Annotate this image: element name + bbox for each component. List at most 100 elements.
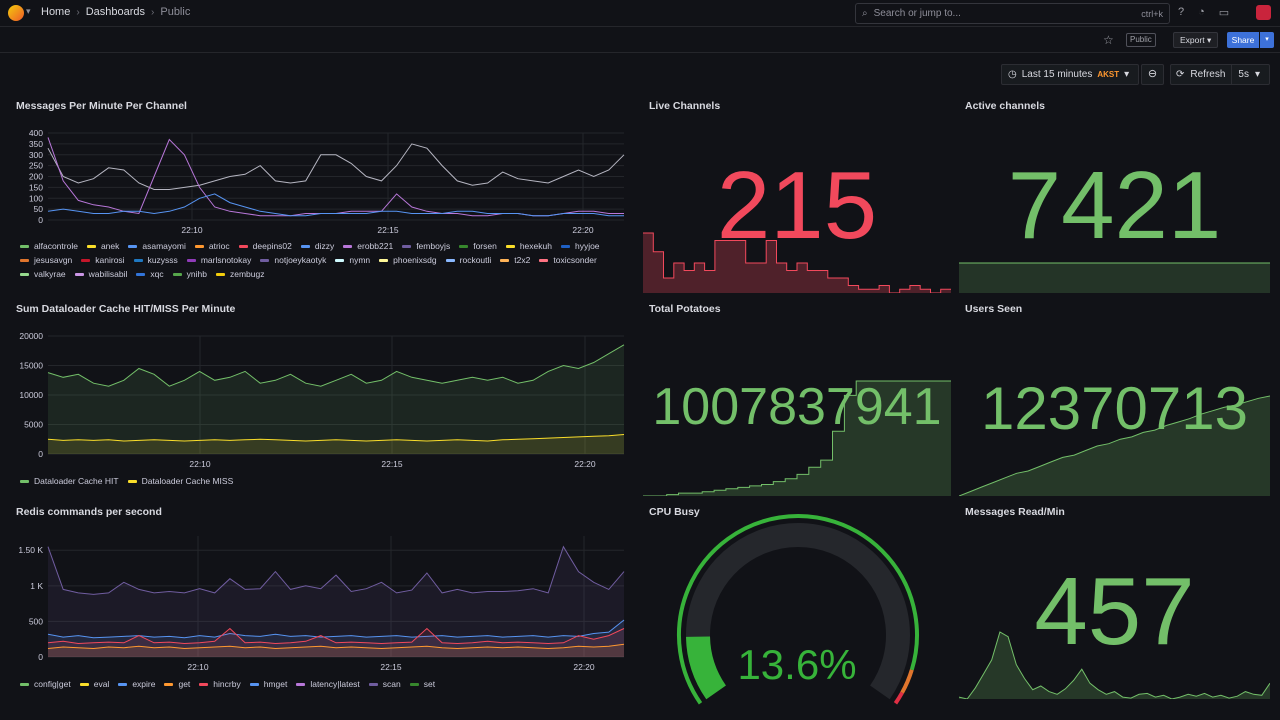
- legend-item[interactable]: expire: [118, 679, 155, 689]
- legend-swatch: [368, 682, 378, 686]
- x-tick-label: 22:15: [381, 459, 403, 469]
- legend-item[interactable]: valkyrae: [20, 269, 66, 279]
- legend-item[interactable]: config|get: [20, 679, 71, 689]
- breadcrumb: Home › Dashboards › Public: [41, 6, 190, 18]
- series-line: [47, 627, 625, 645]
- legend-label: forsen: [473, 241, 497, 251]
- sparkline-area: [959, 396, 1270, 496]
- sparkline-line: [959, 395, 1270, 496]
- legend-item[interactable]: xqc: [136, 269, 164, 279]
- y-tick-label: 200: [29, 172, 43, 182]
- legend-swatch: [81, 258, 91, 262]
- legend-label: expire: [132, 679, 156, 689]
- legend-item[interactable]: asamayomi: [128, 241, 186, 251]
- legend-item[interactable]: Dataloader Cache HIT: [20, 476, 119, 486]
- legend-item[interactable]: anek: [86, 241, 119, 251]
- grafana-logo-icon[interactable]: [8, 5, 24, 21]
- legend-swatch: [136, 272, 146, 276]
- export-button[interactable]: Export ▾: [1173, 32, 1219, 48]
- legend-item[interactable]: ynihb: [172, 269, 207, 279]
- legend-item[interactable]: scan: [368, 679, 401, 689]
- legend-item[interactable]: alfacontrole: [20, 241, 78, 251]
- legend-label: zembugz: [229, 269, 265, 279]
- chevron-down-icon[interactable]: ▾: [26, 6, 31, 16]
- help-icon[interactable]: ?: [1178, 6, 1185, 18]
- avatar[interactable]: [1256, 5, 1271, 20]
- legend-item[interactable]: nymn: [335, 255, 370, 265]
- y-tick-label: 0: [38, 449, 43, 459]
- dataloader-chart: 0 5000 10000 15000 20000 22:10 22:15 22:20: [19, 331, 625, 469]
- search-input[interactable]: ⌕ Search or jump to... ctrl+k: [855, 3, 1170, 24]
- y-tick-label: 15000: [19, 361, 43, 371]
- legend-item[interactable]: forsen: [459, 241, 497, 251]
- public-badge: Public: [1126, 33, 1156, 47]
- legend-item[interactable]: hmget: [249, 679, 287, 689]
- legend-swatch: [402, 244, 412, 248]
- legend-item[interactable]: erobb221: [343, 241, 393, 251]
- legend-item[interactable]: set: [409, 679, 435, 689]
- legend-item[interactable]: toxicsonder: [539, 255, 597, 265]
- y-tick-label: 400: [29, 128, 43, 138]
- legend-item[interactable]: notjoeykaotyk: [260, 255, 326, 265]
- legend-label: get: [178, 679, 191, 689]
- series-line: [47, 643, 625, 650]
- legend-item[interactable]: atrioc: [194, 241, 230, 251]
- legend-item[interactable]: hexekuh: [505, 241, 552, 251]
- legend-item[interactable]: femboyjs: [402, 241, 450, 251]
- legend-swatch: [260, 258, 270, 262]
- x-tick-label: 22:20: [572, 225, 594, 235]
- legend-item[interactable]: marlsnotokay: [186, 255, 251, 265]
- breadcrumb-dashboards[interactable]: Dashboards: [85, 6, 146, 18]
- y-tick-label: 10000: [19, 390, 43, 400]
- legend-item[interactable]: eval: [79, 679, 109, 689]
- panel-title: Live Channels: [649, 100, 721, 112]
- share-options-chevron-icon[interactable]: ▾: [1260, 32, 1274, 48]
- x-tick-label: 22:15: [377, 225, 399, 235]
- kiosk-mode-icon[interactable]: ▭: [1218, 7, 1230, 19]
- legend-item[interactable]: hyyjoe: [560, 241, 600, 251]
- active-channels-sparkline: [959, 262, 1270, 293]
- refresh-button[interactable]: ⟳ Refresh 5s ▾: [1170, 64, 1270, 85]
- legend-swatch: [20, 479, 29, 483]
- y-tick-label: 500: [29, 616, 43, 626]
- legend-label: t2x2: [514, 255, 531, 265]
- share-button[interactable]: Share: [1227, 32, 1259, 48]
- legend-swatch: [539, 258, 549, 262]
- legend-item[interactable]: deepins02: [238, 241, 292, 251]
- legend-item[interactable]: kanirosi: [81, 255, 125, 265]
- legend-label: ynihb: [186, 269, 207, 279]
- dataloader-legend: Dataloader Cache HIT Dataloader Cache MIS…: [20, 476, 620, 486]
- legend-item[interactable]: rockoutli: [445, 255, 491, 265]
- legend-item[interactable]: Dataloader Cache MISS: [127, 476, 233, 486]
- export-label: Export: [1180, 35, 1205, 45]
- legend-item[interactable]: wabilisabil: [74, 269, 127, 279]
- legend-item[interactable]: jesusavgn: [20, 255, 72, 265]
- legend-swatch: [335, 258, 345, 262]
- news-feed-icon[interactable]: ◔: [1198, 6, 1205, 18]
- time-range-picker[interactable]: ◷ Last 15 minutes AKST ▾: [1001, 64, 1139, 85]
- legend-item[interactable]: get: [164, 679, 190, 689]
- legend-item[interactable]: phoenixsdg: [379, 255, 437, 265]
- star-icon[interactable]: ☆: [1103, 33, 1114, 47]
- legend-item[interactable]: dizzy: [300, 241, 334, 251]
- refresh-interval-select[interactable]: 5s: [1238, 69, 1249, 80]
- legend-item[interactable]: latency|latest: [296, 679, 360, 689]
- legend-item[interactable]: hincrby: [199, 679, 241, 689]
- legend-label: atrioc: [208, 241, 230, 251]
- legend-label: kanirosi: [95, 255, 125, 265]
- zoom-out-button[interactable]: ⊖: [1141, 64, 1164, 85]
- legend-item[interactable]: kuzysss: [133, 255, 178, 265]
- total-potatoes-value: 1007837941: [652, 378, 942, 436]
- legend-label: hexekuh: [519, 241, 552, 251]
- legend-item[interactable]: zembugz: [215, 269, 265, 279]
- legend-swatch: [128, 244, 138, 248]
- legend-swatch: [20, 258, 29, 262]
- breadcrumb-home[interactable]: Home: [41, 6, 71, 18]
- legend-label: latency|latest: [310, 679, 360, 689]
- legend-label: jesusavgn: [34, 255, 73, 265]
- live-channels-panel: Live Channels 215: [643, 98, 951, 293]
- refresh-label: Refresh: [1190, 69, 1226, 80]
- panel-title: Sum Dataloader Cache HIT/MISS Per Minute: [16, 303, 236, 315]
- panel-title: Messages Per Minute Per Channel: [16, 100, 187, 112]
- legend-item[interactable]: t2x2: [500, 255, 530, 265]
